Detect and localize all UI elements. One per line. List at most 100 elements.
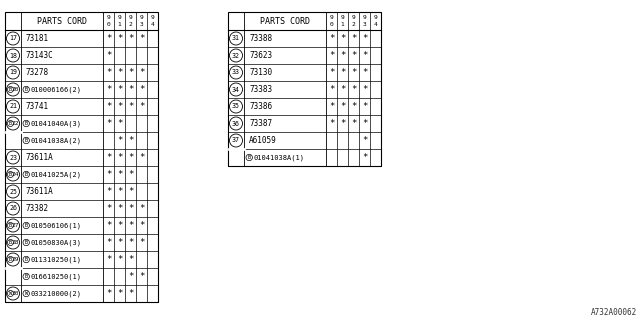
Text: *: * bbox=[128, 136, 133, 145]
Text: 37: 37 bbox=[232, 138, 240, 143]
Text: *: * bbox=[128, 187, 133, 196]
Text: *: * bbox=[340, 119, 345, 128]
Text: 011310250(1): 011310250(1) bbox=[31, 256, 81, 263]
Text: 4: 4 bbox=[374, 22, 378, 27]
Text: *: * bbox=[106, 170, 111, 179]
Text: 73623: 73623 bbox=[249, 51, 272, 60]
Text: B: B bbox=[9, 240, 12, 245]
Text: W: W bbox=[24, 291, 28, 296]
Text: *: * bbox=[139, 238, 144, 247]
Text: 0: 0 bbox=[107, 22, 110, 27]
Text: *: * bbox=[139, 204, 144, 213]
Text: 23: 23 bbox=[9, 155, 17, 161]
Text: 73278: 73278 bbox=[26, 68, 49, 77]
Text: 18: 18 bbox=[9, 52, 17, 59]
Text: B: B bbox=[24, 121, 28, 126]
Text: *: * bbox=[351, 102, 356, 111]
Text: W: W bbox=[9, 291, 12, 296]
Text: B: B bbox=[24, 87, 28, 92]
Text: 01041040A(3): 01041040A(3) bbox=[31, 120, 81, 127]
Text: 73611A: 73611A bbox=[26, 153, 54, 162]
Text: 9: 9 bbox=[129, 15, 132, 20]
Text: 01041038A(2): 01041038A(2) bbox=[31, 137, 81, 144]
Text: *: * bbox=[362, 153, 367, 162]
Text: 17: 17 bbox=[9, 36, 17, 42]
Text: *: * bbox=[340, 34, 345, 43]
Text: *: * bbox=[106, 204, 111, 213]
Text: *: * bbox=[128, 255, 133, 264]
Text: *: * bbox=[117, 102, 122, 111]
Text: 010006166(2): 010006166(2) bbox=[31, 86, 81, 93]
Text: *: * bbox=[340, 102, 345, 111]
Text: *: * bbox=[329, 34, 334, 43]
Text: 016610250(1): 016610250(1) bbox=[31, 273, 81, 280]
Text: *: * bbox=[362, 85, 367, 94]
Text: 73143C: 73143C bbox=[26, 51, 54, 60]
Text: *: * bbox=[351, 85, 356, 94]
Text: PARTS CORD: PARTS CORD bbox=[260, 17, 310, 26]
Text: 9: 9 bbox=[363, 15, 366, 20]
Text: 73181: 73181 bbox=[26, 34, 49, 43]
Text: *: * bbox=[128, 170, 133, 179]
Text: 21: 21 bbox=[9, 103, 17, 109]
Text: 73130: 73130 bbox=[249, 68, 272, 77]
Text: *: * bbox=[139, 68, 144, 77]
Text: B: B bbox=[24, 223, 28, 228]
Text: *: * bbox=[106, 34, 111, 43]
Text: *: * bbox=[117, 255, 122, 264]
Bar bbox=[228, 12, 381, 166]
Text: 73611A: 73611A bbox=[26, 187, 54, 196]
Bar bbox=[5, 12, 158, 302]
Text: *: * bbox=[128, 153, 133, 162]
Text: 3: 3 bbox=[140, 22, 143, 27]
Text: B: B bbox=[24, 274, 28, 279]
Text: *: * bbox=[117, 119, 122, 128]
Text: 26: 26 bbox=[9, 205, 17, 212]
Text: 4: 4 bbox=[150, 22, 154, 27]
Text: *: * bbox=[139, 85, 144, 94]
Text: *: * bbox=[329, 119, 334, 128]
Text: 033210000(2): 033210000(2) bbox=[31, 290, 81, 297]
Text: 9: 9 bbox=[340, 15, 344, 20]
Text: *: * bbox=[340, 68, 345, 77]
Text: *: * bbox=[329, 68, 334, 77]
Text: *: * bbox=[117, 238, 122, 247]
Text: 20: 20 bbox=[12, 87, 19, 92]
Text: *: * bbox=[128, 204, 133, 213]
Text: B: B bbox=[9, 121, 12, 126]
Text: *: * bbox=[139, 153, 144, 162]
Text: *: * bbox=[128, 238, 133, 247]
Text: *: * bbox=[106, 238, 111, 247]
Text: 36: 36 bbox=[232, 121, 240, 126]
Text: 32: 32 bbox=[232, 52, 240, 59]
Text: 9: 9 bbox=[140, 15, 143, 20]
Text: *: * bbox=[106, 85, 111, 94]
Text: *: * bbox=[340, 85, 345, 94]
Text: 25: 25 bbox=[9, 188, 17, 195]
Text: *: * bbox=[351, 119, 356, 128]
Text: 31: 31 bbox=[232, 36, 240, 42]
Text: *: * bbox=[106, 289, 111, 298]
Text: A61059: A61059 bbox=[249, 136, 276, 145]
Text: 2: 2 bbox=[351, 22, 355, 27]
Text: *: * bbox=[329, 85, 334, 94]
Text: 30: 30 bbox=[12, 291, 19, 296]
Text: 73386: 73386 bbox=[249, 102, 272, 111]
Text: *: * bbox=[117, 153, 122, 162]
Text: *: * bbox=[117, 289, 122, 298]
Text: *: * bbox=[106, 255, 111, 264]
Text: *: * bbox=[362, 102, 367, 111]
Text: *: * bbox=[362, 68, 367, 77]
Text: *: * bbox=[351, 34, 356, 43]
Text: *: * bbox=[351, 51, 356, 60]
Text: *: * bbox=[329, 51, 334, 60]
Text: B: B bbox=[24, 172, 28, 177]
Text: 1: 1 bbox=[118, 22, 122, 27]
Text: A732A00062: A732A00062 bbox=[591, 308, 637, 317]
Text: 73741: 73741 bbox=[26, 102, 49, 111]
Text: 9: 9 bbox=[351, 15, 355, 20]
Text: 73388: 73388 bbox=[249, 34, 272, 43]
Text: 35: 35 bbox=[232, 103, 240, 109]
Text: 73383: 73383 bbox=[249, 85, 272, 94]
Text: *: * bbox=[139, 34, 144, 43]
